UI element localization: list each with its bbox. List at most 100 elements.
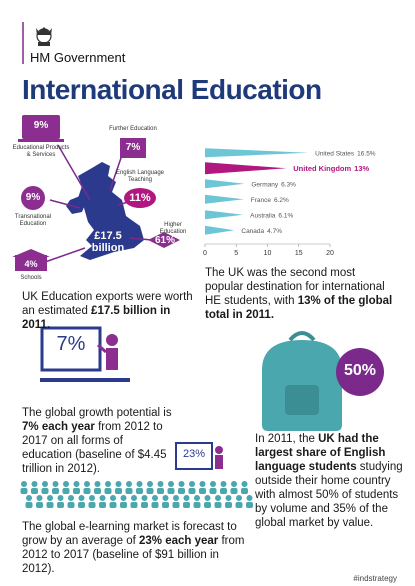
value-label: 4.7%	[267, 228, 282, 235]
person-head	[157, 481, 164, 487]
person-body	[162, 502, 169, 508]
category-label: France	[251, 197, 272, 204]
map-caption: UK Education exports were worth an estim…	[22, 290, 197, 332]
person-head	[152, 495, 158, 501]
text-segment: The UK was the second most popular desti…	[205, 267, 385, 307]
person-body	[52, 488, 59, 494]
person-body	[167, 488, 175, 494]
person-head	[120, 495, 127, 501]
person-head	[194, 495, 200, 501]
person-head	[21, 481, 27, 487]
person-head	[220, 481, 227, 487]
bar	[205, 210, 244, 220]
person-head	[94, 481, 101, 487]
bar	[205, 148, 309, 158]
person-head	[204, 495, 211, 501]
text-segment: 23% each year	[139, 535, 219, 547]
crest	[36, 27, 52, 46]
category-label: United States	[315, 150, 355, 157]
person-head	[42, 481, 48, 487]
person-head	[178, 481, 185, 487]
person-head	[162, 495, 169, 501]
text-segment: UK Education exports were worth an estim…	[22, 291, 193, 317]
text-segment: from 2012 to 2017 on all forms of educat…	[22, 421, 167, 475]
sector-label: Educational Products & Services	[12, 145, 70, 158]
value-label: 6.3%	[281, 181, 296, 188]
bar-label: United Kingdom 13%	[293, 164, 369, 173]
category-label: United Kingdom	[293, 164, 351, 173]
person-body	[157, 488, 164, 494]
person-body	[67, 502, 75, 508]
bar	[205, 194, 244, 204]
text-segment: £17.5 billion in 2011.	[22, 305, 171, 331]
person-head	[105, 481, 111, 487]
person-body	[57, 502, 64, 508]
text-segment: The global e-learning market is forecast…	[22, 521, 237, 547]
person-body	[78, 502, 85, 508]
text-segment: 13% of the global total in 2011.	[205, 295, 393, 321]
bar-label: Canada 4.7%	[241, 228, 282, 235]
person-head	[236, 495, 242, 501]
text-segment: studying outside their home country with…	[255, 461, 403, 529]
person-body	[125, 488, 133, 494]
person-head	[168, 481, 174, 487]
english-value: 50%	[343, 362, 377, 379]
person-body	[136, 488, 143, 494]
person-body	[209, 488, 217, 494]
sector-icons	[12, 115, 180, 271]
sector-label: Transnational Education	[14, 214, 52, 227]
sector-value: 4%	[24, 259, 38, 269]
person-body	[41, 488, 49, 494]
person-head	[231, 481, 237, 487]
person-body	[151, 502, 159, 508]
person-body	[20, 488, 28, 494]
person-head	[183, 495, 190, 501]
elearning-value: 23%	[182, 448, 206, 460]
text-segment: The global growth potential is	[22, 407, 172, 419]
person-body	[188, 488, 196, 494]
title: International Education	[22, 74, 322, 105]
person-body	[62, 488, 70, 494]
person-body	[230, 488, 238, 494]
person-body	[204, 502, 211, 508]
elearning-board	[175, 442, 223, 470]
category-label: Australia	[250, 212, 276, 219]
person-head	[36, 495, 43, 501]
person-body	[141, 502, 148, 508]
person-head	[199, 481, 206, 487]
person-body	[241, 488, 248, 494]
person-body	[104, 488, 112, 494]
person-body	[214, 502, 222, 508]
person-body	[99, 502, 106, 508]
person-head	[115, 481, 122, 487]
sector-value: 7%	[125, 142, 141, 153]
person-head	[173, 495, 179, 501]
person-head	[110, 495, 116, 501]
person-body	[199, 488, 206, 494]
person-head	[141, 495, 148, 501]
person-head	[147, 481, 153, 487]
text-segment: from 2012 to 2017 (baseline of $91 billi…	[22, 535, 245, 575]
bar-chart: 0 5 10 15 20 United States 16.5% United Kingdom…	[203, 148, 376, 257]
person-head	[225, 495, 232, 501]
growth-value: 7%	[56, 333, 86, 355]
chart-caption: The UK was the second most popular desti…	[205, 266, 395, 322]
person-head	[215, 495, 221, 501]
elearning-caption: The global e-learning market is forecast…	[22, 520, 247, 576]
person-body	[73, 488, 80, 494]
growth-board	[40, 326, 130, 382]
person-head	[57, 495, 64, 501]
bar	[205, 162, 287, 175]
bar	[205, 179, 245, 189]
x-tick-label: 0	[203, 250, 207, 257]
text-segment: In 2011, the	[255, 433, 319, 445]
text-segment: 7% each year	[22, 421, 95, 433]
value-label: 6.2%	[274, 197, 289, 204]
person-body	[193, 502, 201, 508]
person-body	[25, 502, 33, 508]
sector-label: Schools	[20, 275, 42, 281]
person-head	[26, 495, 32, 501]
x-tick-label: 5	[234, 250, 238, 257]
